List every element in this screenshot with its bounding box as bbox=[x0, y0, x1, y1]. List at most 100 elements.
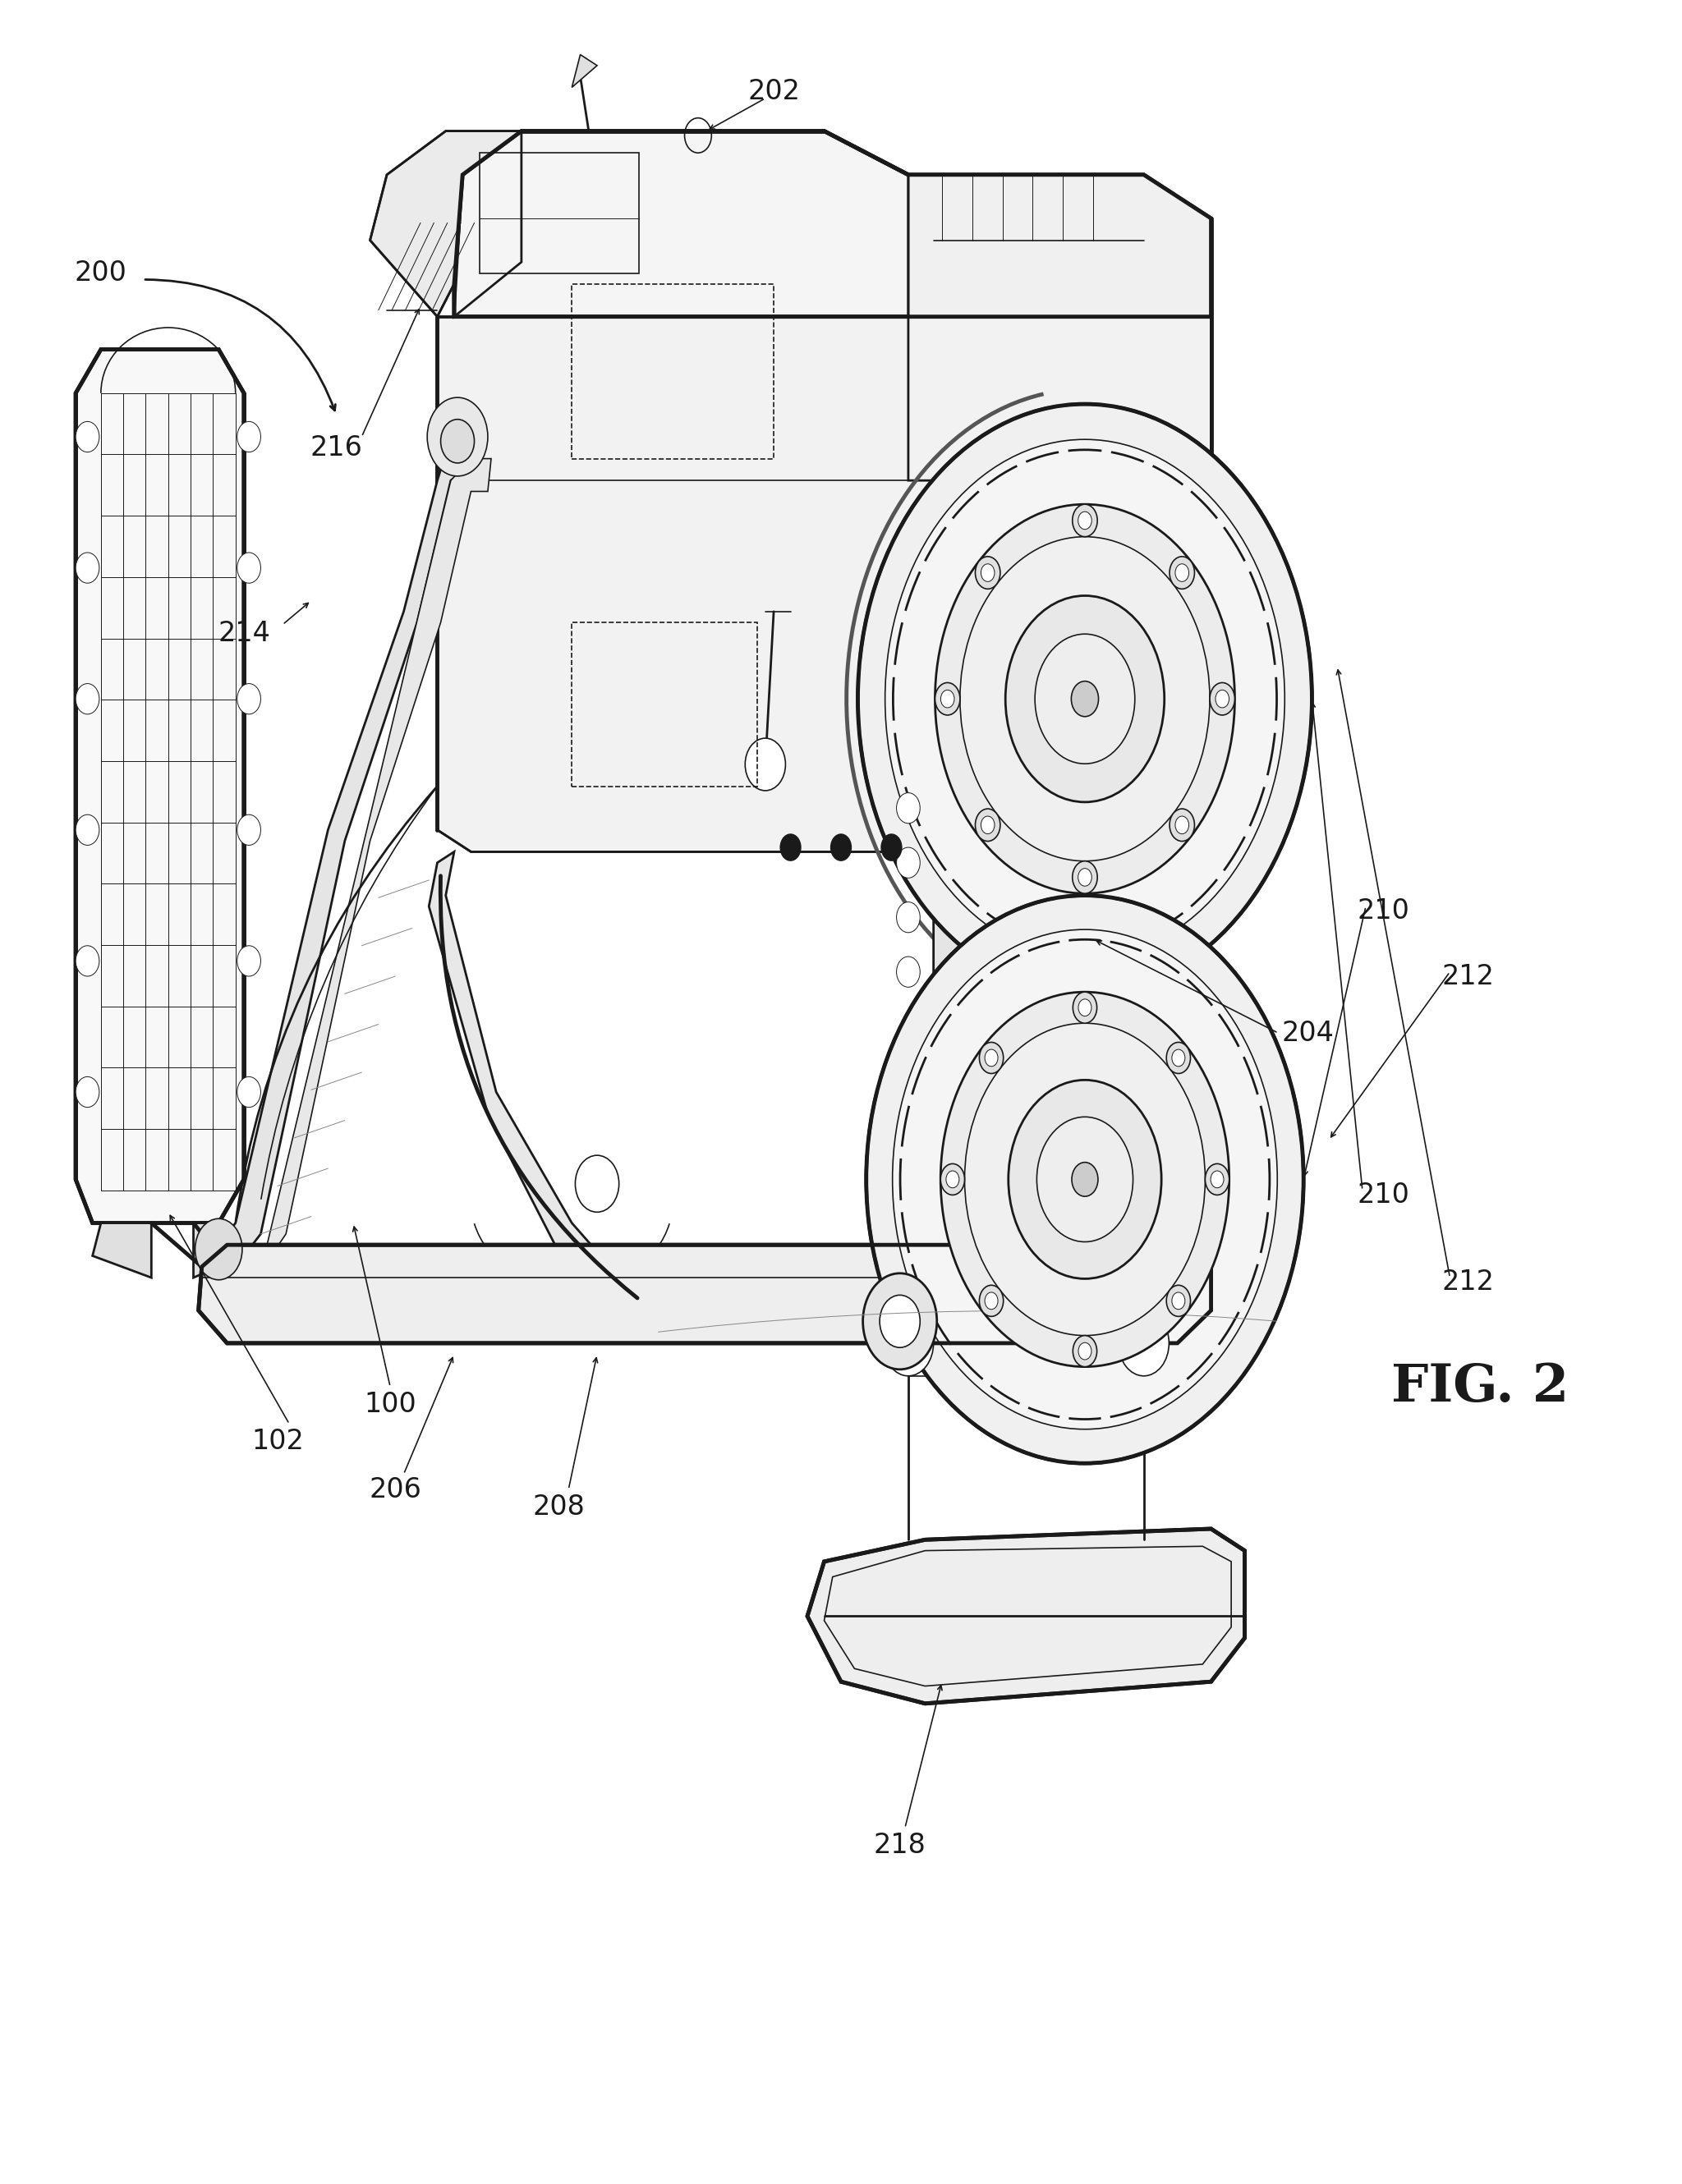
Circle shape bbox=[831, 834, 851, 860]
Circle shape bbox=[984, 1293, 997, 1310]
Circle shape bbox=[897, 957, 920, 987]
Circle shape bbox=[976, 808, 1001, 841]
Circle shape bbox=[1073, 860, 1097, 893]
Text: 216: 216 bbox=[309, 435, 363, 461]
Circle shape bbox=[1169, 557, 1194, 590]
Polygon shape bbox=[370, 131, 521, 317]
Text: 102: 102 bbox=[251, 1428, 304, 1455]
Polygon shape bbox=[454, 131, 1211, 317]
Text: 218: 218 bbox=[873, 1832, 927, 1859]
Circle shape bbox=[1036, 1116, 1134, 1243]
Circle shape bbox=[1166, 1284, 1191, 1317]
Circle shape bbox=[897, 847, 920, 878]
Polygon shape bbox=[934, 885, 1060, 994]
Circle shape bbox=[976, 557, 1001, 590]
Circle shape bbox=[1199, 727, 1223, 758]
Circle shape bbox=[1211, 1171, 1224, 1188]
Circle shape bbox=[237, 684, 261, 714]
Circle shape bbox=[945, 1171, 959, 1188]
Circle shape bbox=[195, 1219, 242, 1280]
Circle shape bbox=[237, 422, 261, 452]
Circle shape bbox=[427, 397, 488, 476]
Circle shape bbox=[979, 1284, 1004, 1317]
Circle shape bbox=[1073, 992, 1097, 1022]
Circle shape bbox=[940, 690, 954, 708]
Circle shape bbox=[863, 1273, 937, 1369]
Circle shape bbox=[1006, 596, 1164, 802]
Circle shape bbox=[1119, 1310, 1169, 1376]
Circle shape bbox=[880, 1295, 920, 1348]
Circle shape bbox=[1169, 808, 1194, 841]
Circle shape bbox=[866, 895, 1304, 1463]
Circle shape bbox=[935, 505, 1235, 893]
Circle shape bbox=[1172, 1293, 1186, 1310]
Circle shape bbox=[893, 930, 1277, 1428]
Circle shape bbox=[1073, 505, 1097, 537]
Circle shape bbox=[881, 834, 902, 860]
Polygon shape bbox=[807, 1529, 1245, 1704]
Polygon shape bbox=[76, 349, 244, 1223]
Circle shape bbox=[858, 404, 1312, 994]
Circle shape bbox=[897, 902, 920, 933]
Polygon shape bbox=[198, 1245, 1211, 1343]
Text: 100: 100 bbox=[363, 1391, 417, 1417]
Circle shape bbox=[935, 684, 960, 714]
Circle shape bbox=[1078, 511, 1092, 529]
Text: 214: 214 bbox=[217, 620, 271, 646]
Circle shape bbox=[940, 1164, 965, 1195]
Circle shape bbox=[885, 439, 1285, 959]
Circle shape bbox=[1078, 1343, 1092, 1361]
Circle shape bbox=[237, 815, 261, 845]
Circle shape bbox=[76, 815, 99, 845]
Circle shape bbox=[1176, 817, 1189, 834]
Circle shape bbox=[1078, 869, 1092, 887]
Polygon shape bbox=[429, 852, 639, 1310]
Circle shape bbox=[1071, 1162, 1098, 1197]
Bar bbox=[572, 284, 774, 459]
Circle shape bbox=[981, 563, 994, 581]
Circle shape bbox=[1166, 1042, 1191, 1075]
Circle shape bbox=[1176, 563, 1189, 581]
Circle shape bbox=[1172, 1048, 1186, 1066]
Circle shape bbox=[965, 1022, 1204, 1337]
Text: 210: 210 bbox=[1357, 898, 1410, 924]
Circle shape bbox=[1216, 690, 1230, 708]
Circle shape bbox=[575, 1155, 619, 1212]
Polygon shape bbox=[193, 1223, 244, 1278]
Circle shape bbox=[1073, 1337, 1097, 1367]
Text: 210: 210 bbox=[1357, 1182, 1410, 1208]
Text: 200: 200 bbox=[74, 260, 128, 286]
Circle shape bbox=[1204, 1164, 1230, 1195]
Circle shape bbox=[441, 419, 474, 463]
Circle shape bbox=[1209, 684, 1235, 714]
Text: 212: 212 bbox=[1441, 963, 1494, 989]
Text: 208: 208 bbox=[532, 1494, 585, 1520]
Circle shape bbox=[1078, 998, 1092, 1016]
Polygon shape bbox=[202, 415, 479, 1271]
Circle shape bbox=[76, 553, 99, 583]
Polygon shape bbox=[908, 175, 1211, 513]
Circle shape bbox=[960, 537, 1209, 860]
Circle shape bbox=[984, 1048, 997, 1066]
Circle shape bbox=[237, 553, 261, 583]
Bar bbox=[479, 153, 639, 273]
Circle shape bbox=[237, 946, 261, 976]
Polygon shape bbox=[437, 317, 1211, 852]
Circle shape bbox=[1071, 681, 1098, 716]
Circle shape bbox=[1199, 618, 1223, 649]
Text: 204: 204 bbox=[1282, 1020, 1334, 1046]
Circle shape bbox=[76, 422, 99, 452]
Text: 206: 206 bbox=[368, 1476, 422, 1503]
Circle shape bbox=[1199, 782, 1223, 812]
Text: 212: 212 bbox=[1441, 1269, 1494, 1295]
Circle shape bbox=[1034, 633, 1135, 764]
Polygon shape bbox=[261, 459, 491, 1271]
Circle shape bbox=[76, 946, 99, 976]
Circle shape bbox=[1009, 1081, 1161, 1280]
Circle shape bbox=[76, 1077, 99, 1107]
Circle shape bbox=[780, 834, 801, 860]
Polygon shape bbox=[572, 55, 597, 87]
Circle shape bbox=[897, 793, 920, 823]
Bar bbox=[572, 622, 757, 786]
Circle shape bbox=[237, 1077, 261, 1107]
